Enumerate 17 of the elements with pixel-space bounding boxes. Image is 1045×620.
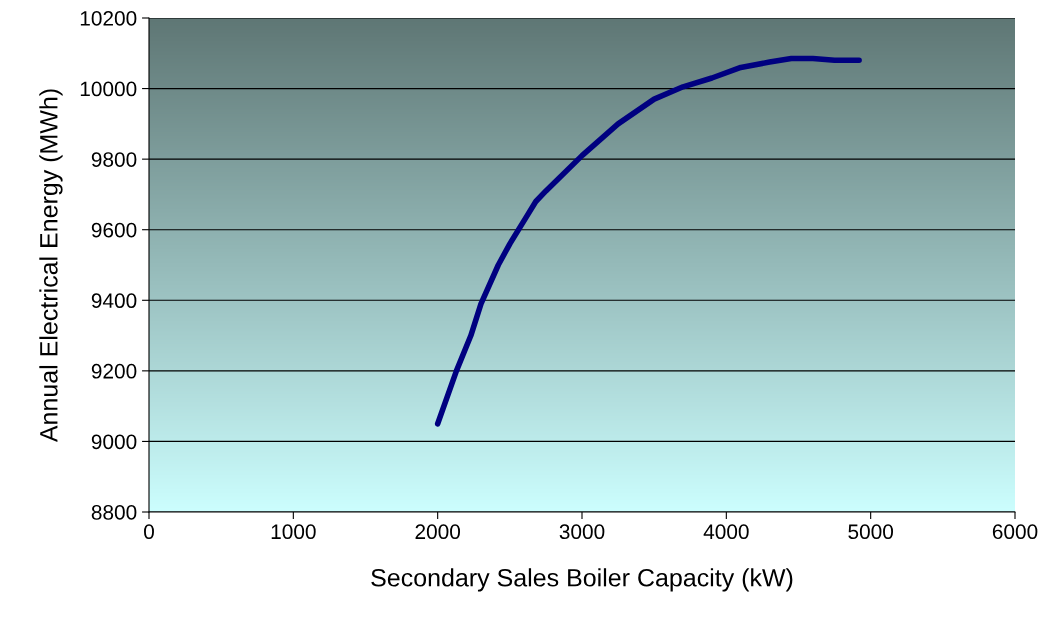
y-axis-title: Annual Electrical Energy (MWh) (39, 89, 63, 443)
y-tick-label: 8800 (91, 505, 137, 520)
x-axis-title: Secondary Sales Boiler Capacity (kW) (371, 568, 793, 592)
y-tick-label: 9400 (91, 293, 137, 309)
y-tick-label: 9200 (91, 363, 137, 379)
x-tick-label: 4000 (703, 524, 749, 540)
x-tick-label: 3000 (559, 524, 605, 540)
x-tick-label: 6000 (992, 524, 1038, 540)
y-tick-label: 10000 (80, 81, 137, 97)
x-tick-label: 5000 (848, 524, 894, 540)
x-tick-label: 0 (144, 524, 154, 540)
y-tick-label: 9800 (91, 152, 137, 167)
y-tick-label: 9000 (91, 434, 137, 450)
x-tick-label: 1000 (271, 524, 316, 540)
x-tick-label: 2000 (415, 524, 461, 540)
y-tick-label: 9600 (91, 222, 137, 238)
y-tick-label: 10200 (80, 11, 137, 26)
